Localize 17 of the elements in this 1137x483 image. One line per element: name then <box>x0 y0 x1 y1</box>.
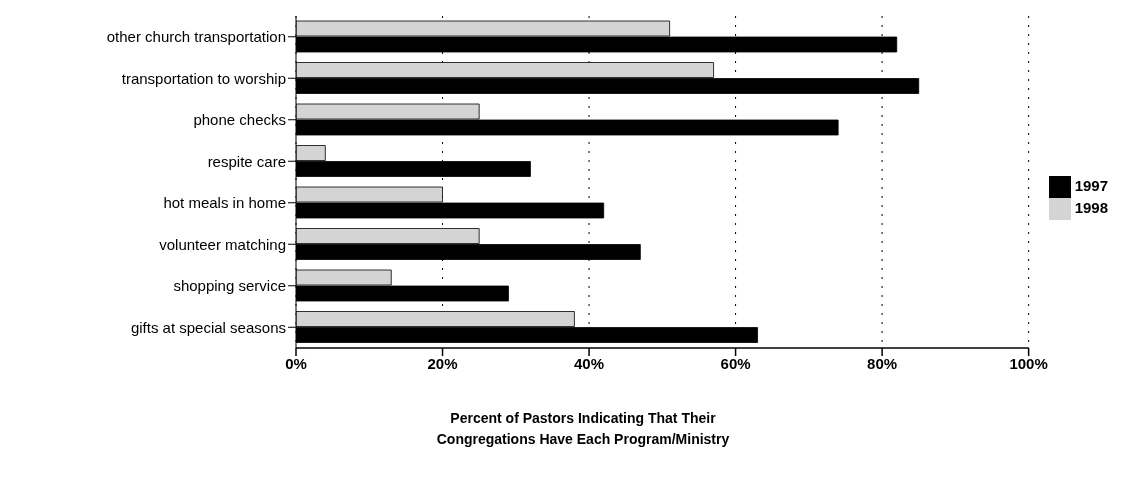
y-tick-label: hot meals in home <box>163 194 286 212</box>
y-tick-label: gifts at special seasons <box>130 318 286 336</box>
y-tick-label: transportation to worship <box>121 69 286 87</box>
x-axis-title: Percent of Pastors Indicating That Their Congregations Have Each Program/Ministry <box>435 409 731 449</box>
x-tick-label: 80% <box>867 354 898 372</box>
y-tick-label: other church transportation <box>106 28 286 46</box>
y-tick-label: respite care <box>207 152 286 170</box>
y-tick-label: volunteer matching <box>159 235 286 253</box>
x-tick-label: 40% <box>574 354 605 372</box>
y-tick-label: shopping service <box>173 277 286 295</box>
y-tick-label: phone checks <box>193 111 286 129</box>
legend-label: 1997 <box>1074 177 1108 195</box>
x-tick-label: 60% <box>720 354 751 372</box>
legend-label: 1998 <box>1074 199 1108 217</box>
x-tick-label: 0% <box>285 354 307 372</box>
x-tick-label: 20% <box>427 354 458 372</box>
x-tick-label: 100% <box>1009 354 1048 372</box>
